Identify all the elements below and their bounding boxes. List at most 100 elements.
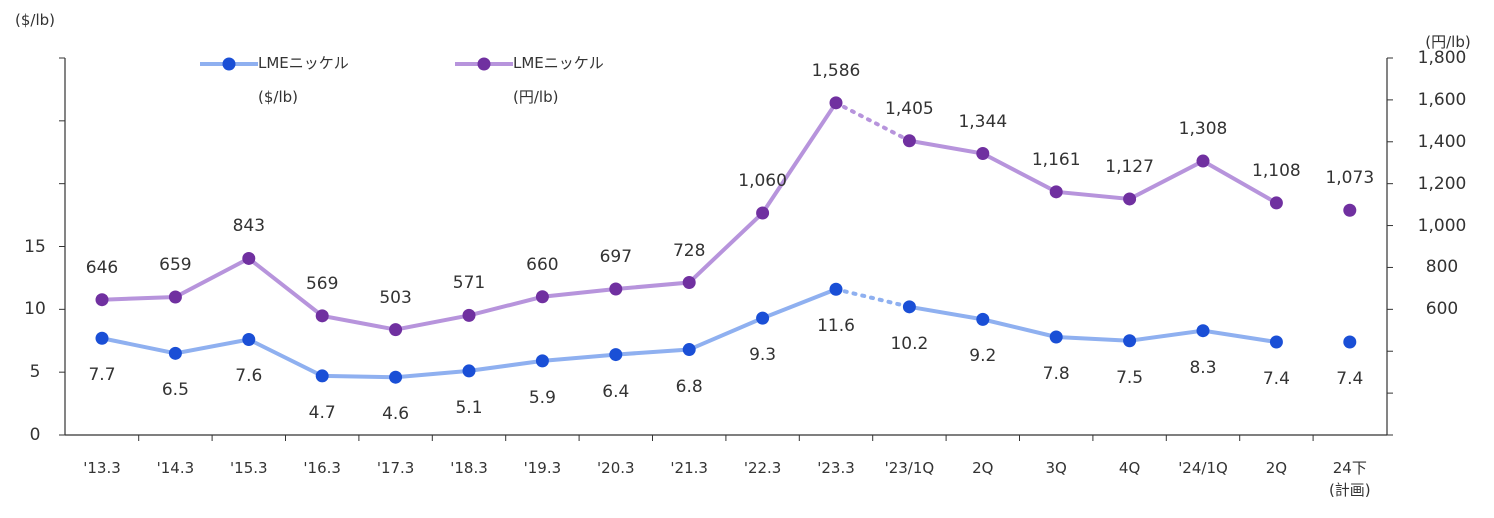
series-line <box>907 138 1279 205</box>
value-label: 6.5 <box>161 380 189 401</box>
y-axis-title: ($/lb) <box>15 11 55 29</box>
marker <box>95 331 109 345</box>
value-label: 5.9 <box>528 387 556 408</box>
legend-label: LMEニッケル ($/lb) <box>258 54 349 106</box>
marker <box>535 290 549 304</box>
y2-tick-label: 1,000 <box>1417 215 1467 236</box>
y-tick-label: 10 <box>24 299 46 320</box>
x-tick-label: 2Q <box>1265 459 1288 477</box>
legend-marker <box>222 57 236 71</box>
marker <box>168 346 182 360</box>
marker <box>315 309 329 323</box>
value-label: 5.1 <box>455 397 483 418</box>
x-tick-label: '24/1Q <box>1178 459 1228 477</box>
series-line <box>100 287 838 380</box>
legend-label: LMEニッケル (円/lb) <box>513 54 604 106</box>
marker <box>1343 203 1357 217</box>
value-label: 7.4 <box>1336 369 1364 389</box>
value-label: 569 <box>305 273 339 294</box>
marker <box>1343 335 1357 349</box>
marker <box>609 282 623 296</box>
marker <box>168 290 182 304</box>
series-line <box>834 287 912 309</box>
marker <box>1123 334 1137 348</box>
x-tick-label: '19.3 <box>523 459 562 477</box>
x-tick-label: 2Q <box>972 459 994 477</box>
marker <box>682 276 696 290</box>
marker <box>1196 324 1210 338</box>
marker <box>682 343 696 357</box>
value-label: 10.2 <box>890 333 929 354</box>
value-label: 1,073 <box>1325 168 1375 189</box>
y-tick-label: 15 <box>24 236 46 257</box>
value-label: 646 <box>85 257 119 278</box>
y-tick-label: 0 <box>29 425 41 445</box>
marker <box>976 147 990 161</box>
value-label: 7.8 <box>1042 363 1070 384</box>
value-label: 697 <box>599 247 633 268</box>
marker <box>389 370 403 384</box>
marker <box>95 293 109 307</box>
marker <box>976 312 990 326</box>
marker <box>1049 185 1063 199</box>
value-label: 843 <box>232 216 266 237</box>
x-tick-label: '23/1Q <box>884 459 935 477</box>
y2-tick-label: 1,400 <box>1417 131 1467 152</box>
y2-tick-label: 1,600 <box>1417 89 1467 110</box>
value-label: 9.3 <box>749 345 777 366</box>
marker <box>1049 330 1063 344</box>
marker <box>242 251 256 265</box>
value-label: 7.4 <box>1262 369 1290 389</box>
legend-marker <box>477 57 491 71</box>
x-tick-label: 4Q <box>1118 459 1141 477</box>
x-tick-label: '21.3 <box>670 459 708 477</box>
marker <box>756 311 770 325</box>
y2-tick-label: 800 <box>1425 257 1459 278</box>
y2-tick-label: 1,200 <box>1417 173 1467 194</box>
marker <box>389 323 403 337</box>
x-tick-label: '13.3 <box>83 459 121 477</box>
value-label: 1,060 <box>738 170 787 191</box>
y-tick-label: 5 <box>29 362 41 383</box>
value-label: 8.3 <box>1189 357 1217 378</box>
x-tick-label: '20.3 <box>597 459 635 477</box>
series-line <box>100 100 838 332</box>
x-tick-label: '16.3 <box>303 459 341 477</box>
value-label: 7.6 <box>235 366 263 387</box>
marker <box>535 354 549 368</box>
x-tick-label: '17.3 <box>376 459 415 477</box>
marker <box>462 308 476 322</box>
value-label: 6.8 <box>675 376 703 397</box>
value-label: 1,127 <box>1105 156 1154 177</box>
marker <box>315 369 329 383</box>
value-label: 11.6 <box>817 316 855 337</box>
value-label: 1,586 <box>811 60 861 81</box>
value-label: 659 <box>159 254 192 275</box>
x-tick-label: '14.3 <box>156 459 195 477</box>
value-label: 1,308 <box>1178 119 1228 140</box>
value-label: 728 <box>672 240 706 261</box>
marker <box>242 332 256 346</box>
marker <box>902 134 916 148</box>
value-label: 660 <box>526 254 559 275</box>
y2-axis-title: (円/lb) <box>1425 33 1471 51</box>
value-label: 571 <box>452 273 486 294</box>
marker <box>609 348 623 362</box>
value-label: 7.7 <box>88 365 116 386</box>
marker <box>462 364 476 378</box>
marker <box>1269 196 1283 210</box>
x-tick-label: '18.3 <box>450 459 488 477</box>
x-tick-label: 3Q <box>1045 459 1067 477</box>
marker <box>902 300 916 314</box>
marker <box>829 96 843 110</box>
value-label: 1,161 <box>1031 149 1081 170</box>
marker <box>1196 154 1210 168</box>
value-label: 1,108 <box>1252 160 1301 181</box>
value-label: 7.5 <box>1116 367 1144 388</box>
x-tick-label: '22.3 <box>743 459 782 477</box>
series-line <box>907 304 1279 345</box>
value-label: 503 <box>379 287 412 308</box>
marker <box>1123 192 1137 206</box>
y2-tick-label: 600 <box>1425 299 1459 320</box>
